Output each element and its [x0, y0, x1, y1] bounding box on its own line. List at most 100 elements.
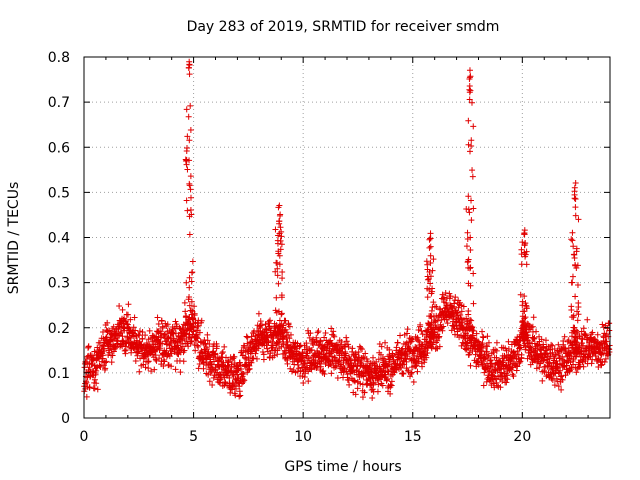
- data-point: [448, 304, 455, 311]
- data-point: [370, 354, 377, 361]
- data-point: [250, 355, 257, 362]
- data-point: [561, 363, 568, 370]
- data-point: [182, 322, 189, 329]
- data-point: [273, 294, 280, 301]
- data-point: [374, 369, 381, 376]
- data-point: [369, 386, 376, 393]
- data-point: [156, 355, 163, 362]
- data-point: [308, 346, 315, 353]
- data-point: [497, 384, 504, 391]
- data-point: [198, 317, 205, 324]
- x-tick-label: 20: [513, 429, 531, 445]
- data-point: [326, 345, 333, 352]
- data-point: [151, 366, 158, 373]
- data-point: [168, 363, 175, 370]
- data-point: [575, 311, 582, 318]
- data-point: [343, 338, 350, 345]
- data-point: [603, 330, 610, 337]
- data-point: [533, 328, 540, 335]
- data-point: [526, 339, 533, 346]
- data-point: [212, 351, 219, 358]
- data-point: [180, 358, 187, 365]
- data-point: [208, 361, 215, 368]
- data-point: [130, 324, 137, 331]
- data-point: [320, 367, 327, 374]
- data-point: [187, 186, 194, 193]
- data-point: [410, 379, 417, 386]
- data-point: [91, 385, 98, 392]
- data-point: [273, 330, 280, 337]
- data-point: [573, 369, 580, 376]
- data-point: [568, 279, 575, 286]
- data-point: [451, 303, 458, 310]
- data-point: [484, 333, 491, 340]
- data-point: [233, 385, 240, 392]
- data-point: [131, 314, 138, 321]
- data-point: [334, 375, 341, 382]
- data-point: [479, 333, 486, 340]
- data-point: [369, 395, 376, 402]
- data-point: [574, 308, 581, 315]
- data-point: [478, 341, 485, 348]
- data-point: [285, 320, 292, 327]
- data-point: [322, 329, 329, 336]
- data-point: [428, 307, 435, 314]
- data-point: [428, 326, 435, 333]
- data-point: [549, 377, 556, 384]
- data-point: [167, 333, 174, 340]
- data-point: [184, 207, 191, 214]
- data-point: [518, 355, 525, 362]
- data-point: [549, 349, 556, 356]
- data-point: [453, 310, 460, 317]
- data-point: [424, 276, 431, 283]
- data-point: [402, 356, 409, 363]
- data-point: [97, 363, 104, 370]
- data-point: [321, 371, 328, 378]
- data-point: [121, 347, 128, 354]
- data-point: [345, 341, 352, 348]
- data-point: [267, 327, 274, 334]
- data-point: [493, 339, 500, 346]
- data-point: [183, 161, 190, 168]
- data-point: [414, 337, 421, 344]
- data-point: [246, 365, 253, 372]
- chart-title: Day 283 of 2019, SRMTID for receiver smd…: [187, 19, 500, 35]
- data-point: [442, 289, 449, 296]
- data-point: [236, 359, 243, 366]
- data-point: [454, 309, 461, 316]
- data-point: [92, 371, 99, 378]
- data-point: [459, 319, 466, 326]
- data-point: [132, 358, 139, 365]
- data-point: [286, 323, 293, 330]
- data-point: [103, 358, 110, 365]
- data-point: [423, 258, 430, 265]
- data-point: [374, 388, 381, 395]
- data-point: [521, 230, 528, 237]
- data-point: [479, 344, 486, 351]
- data-point: [426, 236, 433, 243]
- data-point: [417, 323, 424, 330]
- data-point: [505, 338, 512, 345]
- data-point: [213, 343, 220, 350]
- data-point: [152, 348, 159, 355]
- y-tick-label: 0: [61, 411, 70, 427]
- data-point: [458, 308, 465, 315]
- data-point: [183, 197, 190, 204]
- data-point: [580, 325, 587, 332]
- data-point: [278, 241, 285, 248]
- data-point: [89, 369, 96, 376]
- data-point: [294, 368, 301, 375]
- data-point: [252, 350, 259, 357]
- data-point: [560, 341, 567, 348]
- data-point: [470, 270, 477, 277]
- data-point: [189, 258, 196, 265]
- data-point: [164, 321, 171, 328]
- data-point: [548, 375, 555, 382]
- data-point: [272, 268, 279, 275]
- data-point: [463, 324, 470, 331]
- data-point: [522, 251, 529, 258]
- data-point: [423, 333, 430, 340]
- data-point: [598, 361, 605, 368]
- data-point: [468, 143, 475, 150]
- y-tick-label: 0.7: [48, 95, 70, 111]
